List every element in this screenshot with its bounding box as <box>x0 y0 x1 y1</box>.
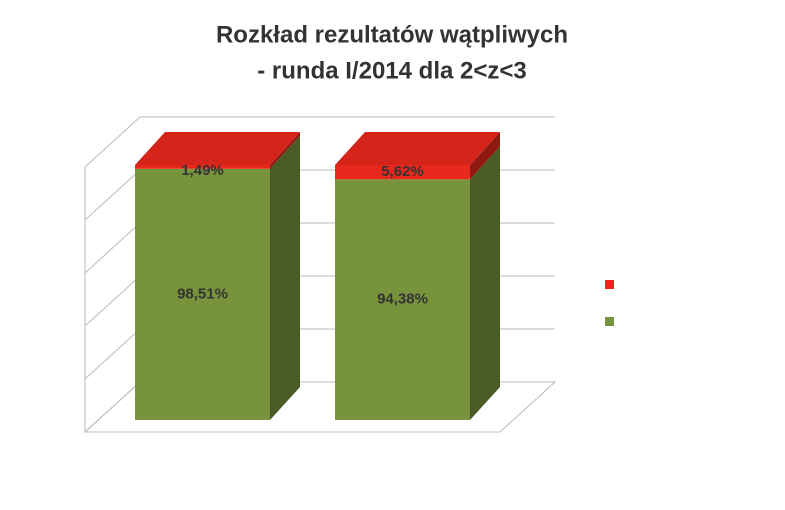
grid-line-side <box>84 328 141 380</box>
value-label: 98,51% <box>177 285 228 302</box>
value-label: 1,49% <box>181 162 224 179</box>
grid-line-side <box>84 169 141 221</box>
bar <box>135 165 270 169</box>
legend-swatch <box>605 280 614 289</box>
bar-side <box>270 135 300 420</box>
legend-swatch <box>605 317 614 326</box>
grid-line-side <box>84 275 141 327</box>
grid-line-side <box>84 381 141 433</box>
chart-subtitle: - runda I/2014 dla 2<z<3 <box>257 57 526 84</box>
bar <box>335 179 470 420</box>
bar <box>335 165 470 180</box>
bar-top <box>135 132 300 165</box>
bar-side <box>470 146 500 420</box>
bar-top <box>335 132 500 165</box>
grid-line-side <box>84 222 141 274</box>
bar-side <box>270 132 300 169</box>
value-label: 94,38% <box>377 291 428 308</box>
bar <box>135 168 270 420</box>
value-label: 5,62% <box>381 163 424 180</box>
chart-title: Rozkład rezultatów wątpliwych <box>216 21 568 48</box>
grid-line-side <box>84 116 141 168</box>
bar-side <box>470 132 500 180</box>
